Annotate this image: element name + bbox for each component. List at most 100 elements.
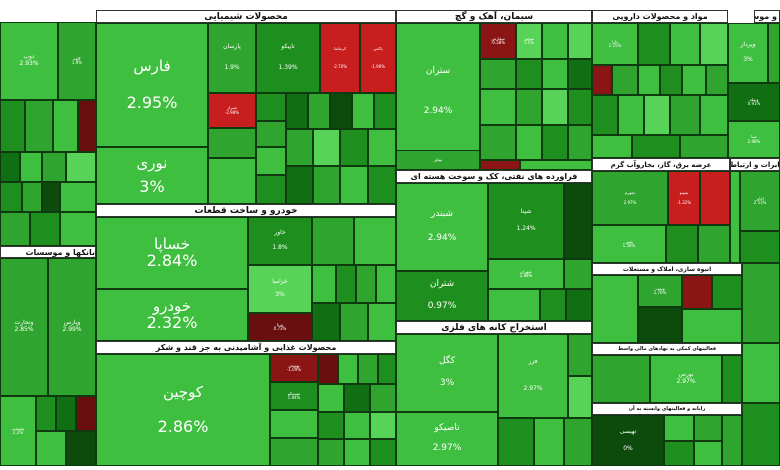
- tile-small[interactable]: [76, 396, 96, 431]
- tile-small[interactable]: [354, 217, 396, 265]
- tile-siman1[interactable]: سفارس -0.38%: [480, 23, 516, 59]
- tile-small[interactable]: [670, 95, 700, 135]
- tile-small[interactable]: [340, 166, 368, 204]
- tile-parsan[interactable]: پارسان 1.9%: [208, 23, 256, 93]
- tile-small[interactable]: [30, 212, 60, 246]
- tile-pakhsh[interactable]: پاکس -1.96%: [360, 23, 396, 93]
- tile-tasiko[interactable]: تاصیکو 2.97%: [396, 412, 498, 466]
- tile-small[interactable]: [694, 441, 722, 466]
- tile-small[interactable]: [564, 183, 592, 259]
- tile-small[interactable]: [564, 418, 592, 466]
- tile-shiraz[interactable]: شیراز -2.98%: [208, 93, 256, 128]
- tile-small[interactable]: [66, 152, 96, 182]
- tile-small[interactable]: [632, 135, 680, 158]
- tile-small[interactable]: [592, 275, 638, 343]
- tile-small[interactable]: [330, 93, 352, 129]
- tile-small[interactable]: [256, 121, 286, 147]
- tile-small[interactable]: [592, 135, 632, 158]
- tile-small[interactable]: [480, 89, 516, 125]
- tile-small[interactable]: [638, 307, 682, 343]
- tile-shetran[interactable]: شتران 0.97%: [396, 271, 488, 321]
- tile-small[interactable]: [542, 89, 568, 125]
- tile-small[interactable]: [318, 439, 344, 466]
- tile-kaveh[interactable]: کاوه 1.9%: [58, 22, 96, 100]
- tile-vanaft[interactable]: وبمث 2.70%: [638, 275, 682, 307]
- tile-khzamia[interactable]: خزامیا 3%: [248, 265, 312, 313]
- tile-small[interactable]: [742, 403, 780, 466]
- tile-sentran[interactable]: ستران 2.94%: [396, 23, 480, 160]
- tile-small[interactable]: [682, 309, 742, 343]
- tile-small[interactable]: [498, 418, 534, 466]
- tile-ghabisko[interactable]: غبیسکو 1.84%: [270, 382, 318, 410]
- tile-small[interactable]: [270, 438, 318, 466]
- tile-small[interactable]: [540, 289, 566, 321]
- tile-small[interactable]: [336, 265, 356, 303]
- tile-small[interactable]: [308, 93, 330, 129]
- tile-small[interactable]: [286, 166, 313, 204]
- tile-small[interactable]: [722, 415, 742, 466]
- tile-akhabar[interactable]: اخابر 2.51%: [740, 171, 780, 231]
- tile-small[interactable]: [664, 441, 694, 466]
- tile-vernaa[interactable]: ورنا 0.73%: [248, 313, 312, 341]
- tile-small[interactable]: [356, 265, 376, 303]
- tile-small[interactable]: [664, 415, 694, 441]
- tile-small[interactable]: [60, 182, 96, 212]
- tile-small[interactable]: [0, 182, 22, 212]
- tile-khavar[interactable]: خاور 1.8%: [248, 217, 312, 265]
- tile-bamped[interactable]: بموتو -1.32%: [668, 171, 700, 225]
- tile-small[interactable]: [42, 182, 60, 212]
- tile-small[interactable]: [318, 412, 344, 439]
- tile-dara[interactable]: دارا 2.55%: [592, 23, 638, 65]
- tile-small[interactable]: [534, 418, 564, 466]
- tile-small[interactable]: [682, 65, 706, 95]
- tile-sekhoz[interactable]: سخوز 1.5%: [516, 23, 542, 59]
- tile-khsapa[interactable]: خساپا 2.84%: [96, 217, 248, 289]
- tile-mobin[interactable]: مبین 1.58%: [592, 225, 666, 263]
- tile-small[interactable]: [568, 334, 592, 376]
- tile-small[interactable]: [480, 160, 520, 170]
- tile-tahes[interactable]: تهیسی 0%: [592, 415, 664, 466]
- tile-small[interactable]: [706, 65, 728, 95]
- tile-small[interactable]: [516, 59, 542, 89]
- tile-shahr[interactable]: شهران 2.88%: [488, 259, 564, 289]
- tile-kooch[interactable]: کوچین 2.86%: [96, 354, 270, 466]
- tile-small[interactable]: [318, 384, 344, 412]
- tile-shebandar[interactable]: شبندر 2.94%: [396, 183, 488, 271]
- tile-small[interactable]: [730, 171, 740, 263]
- tile-small[interactable]: [313, 129, 340, 166]
- tile-small[interactable]: [22, 182, 42, 212]
- tile-small[interactable]: [568, 376, 592, 418]
- tile-small[interactable]: [312, 265, 336, 303]
- tile-small[interactable]: [698, 225, 730, 263]
- tile-small[interactable]: [352, 93, 374, 129]
- tile-tapiko[interactable]: تاپیکو 1.39%: [256, 23, 320, 93]
- tile-small[interactable]: [488, 289, 540, 321]
- tile-small[interactable]: [592, 355, 650, 403]
- tile-small[interactable]: [368, 303, 396, 341]
- tile-small[interactable]: [568, 23, 592, 59]
- tile-nori[interactable]: نوری 3%: [96, 147, 208, 204]
- tile-behnoush[interactable]: بهنوش -1.09%: [270, 354, 318, 382]
- tile-small[interactable]: [256, 147, 286, 175]
- tile-biphar[interactable]: بیپاور: [396, 150, 480, 170]
- tile-small[interactable]: [370, 439, 396, 466]
- tile-small[interactable]: [568, 89, 592, 125]
- tile-small[interactable]: [286, 93, 308, 129]
- tile-small[interactable]: [312, 303, 340, 341]
- tile-small[interactable]: [340, 129, 368, 166]
- tile-small[interactable]: [566, 289, 592, 321]
- tile-small[interactable]: [36, 396, 56, 431]
- tile-small[interactable]: [0, 212, 30, 246]
- tile-small[interactable]: [378, 354, 396, 384]
- tile-vsamt[interactable]: وصنعت 2.2%: [0, 396, 36, 466]
- tile-small[interactable]: [666, 225, 698, 263]
- tile-small[interactable]: [318, 354, 338, 384]
- tile-small[interactable]: [78, 100, 96, 152]
- tile-small[interactable]: [312, 217, 354, 265]
- tile-small[interactable]: [768, 23, 780, 83]
- tile-vpars[interactable]: وپارس 2.99%: [48, 258, 96, 396]
- tile-small[interactable]: [0, 100, 25, 152]
- tile-small[interactable]: [742, 343, 780, 403]
- tile-small[interactable]: [516, 125, 542, 160]
- tile-bajab[interactable]: بجهرم 2.97%: [592, 171, 668, 225]
